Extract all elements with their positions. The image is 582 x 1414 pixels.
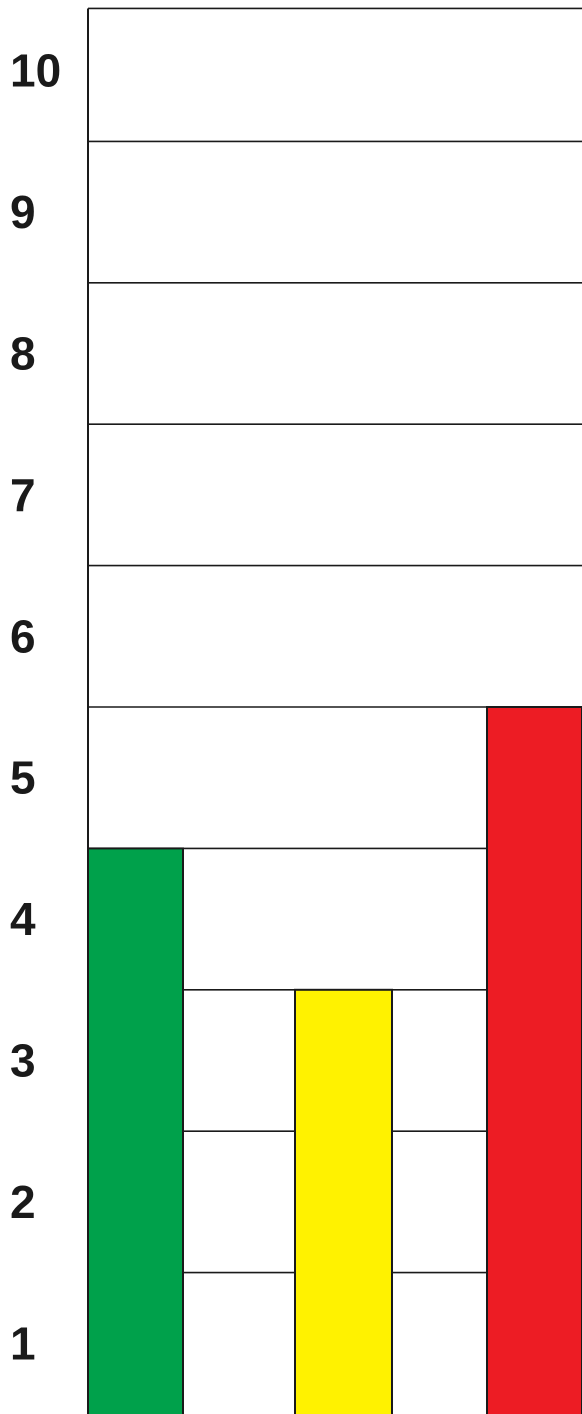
y-tick-label-10: 10	[10, 45, 61, 97]
bar-2	[294, 988, 393, 1414]
y-tick-label-9: 9	[10, 186, 36, 238]
y-tick-label-2: 2	[10, 1176, 36, 1228]
y-tick-label-3: 3	[10, 1035, 36, 1087]
bar-1	[87, 847, 184, 1414]
bar-3	[486, 706, 582, 1414]
y-tick-label-4: 4	[10, 893, 36, 945]
bars	[87, 706, 582, 1414]
y-tick-label-7: 7	[10, 469, 36, 521]
y-tick-label-8: 8	[10, 328, 36, 380]
y-tick-label-1: 1	[10, 1317, 36, 1369]
y-tick-label-5: 5	[10, 752, 36, 804]
y-tick-label-6: 6	[10, 610, 36, 662]
y-axis-tick-labels: 1 2 3 4 5 6 7 8 9 10	[10, 45, 61, 1370]
